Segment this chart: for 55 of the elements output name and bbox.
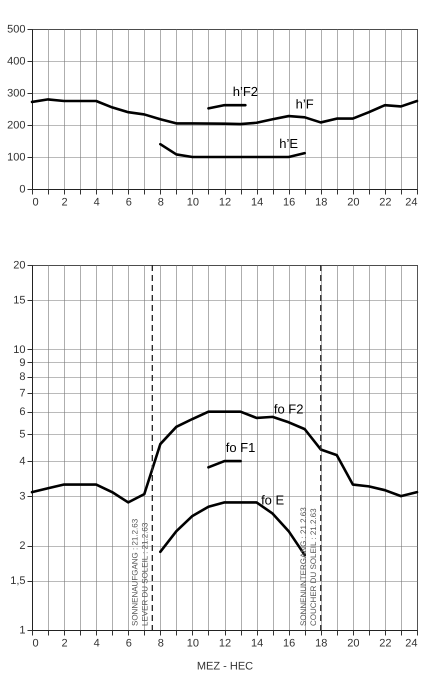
- y-tick-label: 15: [13, 294, 26, 307]
- x-tick-label: 4: [94, 638, 100, 650]
- x-tick-label: 22: [379, 196, 392, 208]
- ref-line-label: SONNENUNTERGANG : 21.2.63 COUCHER DU SOLEIL : 21.2.63: [298, 506, 318, 626]
- ref-line-label: SONNENAUFGANG : 21.2.63 LEVER DU SOLEIL : 21.2.63: [130, 518, 150, 626]
- x-tick-label: 10: [186, 196, 200, 208]
- x-tick-label: 18: [315, 196, 328, 208]
- y-tick-label: 10: [13, 344, 26, 356]
- y-tick-label: 1: [19, 624, 26, 636]
- y-tick-label: 0: [19, 184, 26, 196]
- y-tick-label: 9: [19, 356, 26, 369]
- x-tick-label: 8: [158, 196, 164, 208]
- y-tick-label: 200: [7, 120, 26, 132]
- y-tick-label: 8: [19, 371, 26, 384]
- y-tick-label: 4: [19, 456, 26, 468]
- series-label: fo F2: [274, 401, 304, 416]
- y-tick-label: 1,5: [10, 575, 26, 588]
- x-tick-label: 20: [347, 638, 360, 650]
- x-tick-label: 0: [32, 196, 39, 208]
- x-tick-label: 12: [218, 638, 232, 650]
- y-tick-label: 2: [19, 540, 26, 552]
- x-tick-label: 20: [347, 196, 360, 208]
- series-label: fo E: [261, 492, 285, 508]
- line-series: [30, 98, 418, 126]
- y-tick-label: 500: [7, 24, 26, 36]
- y-tick-label: 5: [19, 428, 26, 440]
- x-tick-label: 18: [315, 638, 328, 650]
- y-tick-label: 3: [19, 490, 26, 503]
- y-tick-label: 7: [19, 387, 26, 400]
- series-label: h’F2: [232, 84, 258, 100]
- x-tick-label: 0: [32, 638, 39, 650]
- x-tick-label: 16: [283, 196, 296, 208]
- x-tick-label: 6: [126, 196, 132, 208]
- x-axis-title: MEZ - HEC: [196, 660, 254, 672]
- y-tick-label: 6: [19, 406, 26, 418]
- series-label: h’F: [296, 96, 314, 112]
- x-tick-label: 24: [405, 638, 418, 650]
- series-label: fo F1: [226, 440, 256, 456]
- y-tick-label: 100: [7, 152, 26, 164]
- y-tick-label: 400: [7, 56, 26, 68]
- x-tick-label: 4: [94, 196, 100, 208]
- x-tick-label: 14: [250, 638, 264, 650]
- x-tick-label: 24: [405, 196, 418, 208]
- x-tick-label: 8: [158, 638, 164, 650]
- x-tick-label: 14: [250, 196, 264, 208]
- series-label: h’E: [279, 136, 298, 151]
- x-tick-label: 16: [283, 638, 296, 650]
- y-tick-label: 20: [13, 260, 26, 272]
- x-tick-label: 6: [126, 638, 132, 650]
- x-tick-label: 2: [62, 196, 68, 208]
- x-tick-label: 12: [218, 196, 232, 208]
- x-tick-label: 2: [62, 638, 68, 650]
- x-tick-label: 22: [379, 638, 392, 650]
- x-tick-label: 10: [186, 638, 200, 650]
- y-tick-label: 300: [7, 88, 26, 100]
